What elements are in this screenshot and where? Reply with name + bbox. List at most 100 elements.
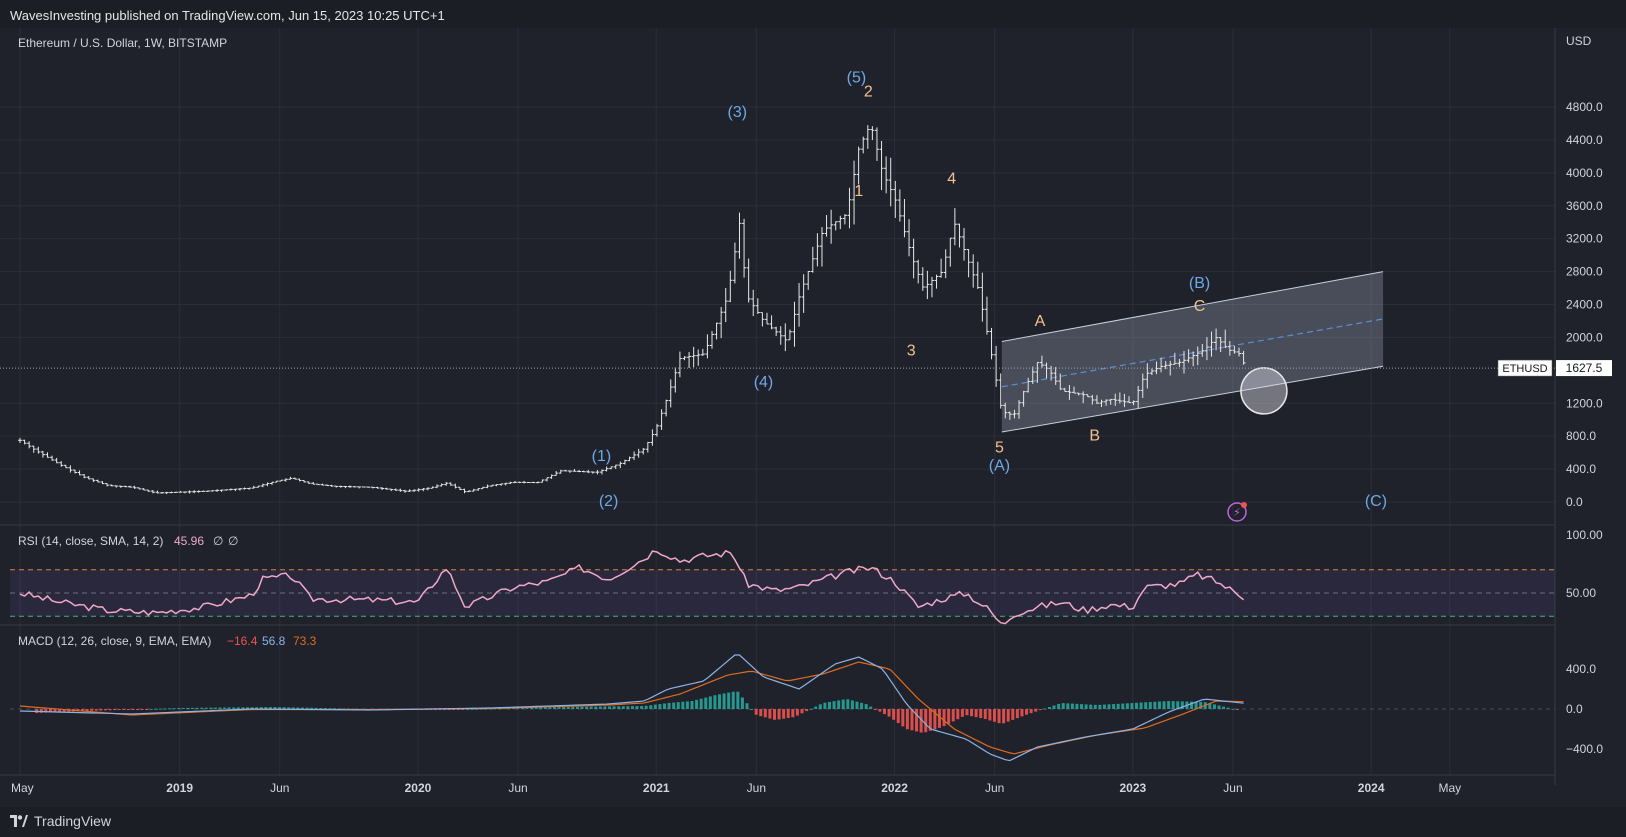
macd-histogram-bar (1208, 703, 1212, 709)
time-tick-label: May (11, 781, 34, 795)
macd-histogram-bar (740, 697, 744, 709)
rsi-line (19, 549, 1245, 625)
price-tick-label: 800.0 (1566, 429, 1596, 443)
macd-histogram-bar (447, 709, 451, 710)
macd-histogram-bar (681, 701, 685, 709)
target-circle (1240, 367, 1288, 415)
macd-histogram-bar (864, 704, 868, 709)
last-price-label: 1627.5 (1566, 361, 1603, 375)
macd-histogram-bar (772, 709, 776, 720)
chart-area[interactable]: USD 4800.04400.04000.03600.03200.02800.0… (0, 28, 1626, 807)
macd-histogram-bar (947, 709, 951, 724)
macd-histogram-bar (997, 709, 1001, 724)
time-tick-label: 2020 (405, 781, 432, 795)
macd-histogram-bar (94, 709, 98, 711)
macd-histogram-bar (937, 709, 941, 728)
macd-histogram-bar (223, 707, 227, 709)
macd-histogram-bar (328, 708, 332, 710)
macd-histogram-bar (300, 707, 304, 709)
macd-histogram-bar (1231, 708, 1235, 710)
macd-histogram-bar (685, 701, 689, 709)
macd-histogram-bar (933, 709, 937, 730)
macd-signal-value: 73.3 (293, 634, 317, 648)
macd-histogram-bar (827, 701, 831, 709)
macd-histogram-bar (1061, 703, 1065, 709)
macd-histogram-bar (319, 707, 323, 709)
macd-histogram-bar (585, 706, 589, 709)
macd-histogram-bar (1098, 704, 1102, 709)
macd-histogram-bar (1084, 704, 1088, 709)
macd-histogram-bar (557, 707, 561, 709)
macd-histogram-bar (39, 709, 43, 713)
macd-histogram-bar (1121, 703, 1125, 709)
time-tick-label: Jun (1223, 781, 1242, 795)
wave-label: (A) (989, 458, 1010, 475)
macd-histogram-bar (85, 709, 89, 711)
price-tick-label: 0.0 (1566, 495, 1583, 509)
macd-histogram-bar (594, 706, 598, 709)
macd-histogram-bar (168, 708, 172, 710)
price-tick-label: 2000.0 (1566, 330, 1603, 344)
macd-histogram-bar (566, 706, 570, 709)
macd-histogram-bar (1011, 709, 1015, 720)
macd-histogram-bar (759, 709, 763, 717)
macd-histogram-bar (869, 706, 873, 709)
time-tick-label: 2024 (1358, 781, 1385, 795)
time-tick-label: Jun (985, 781, 1004, 795)
macd-histogram-bar (1116, 703, 1120, 709)
macd-histogram-bar (190, 707, 194, 709)
macd-histogram-bar (1038, 709, 1042, 711)
price-tick-label: 4400.0 (1566, 133, 1603, 147)
macd-histogram-bar (1222, 706, 1226, 709)
price-tick-label: 2400.0 (1566, 298, 1603, 312)
wave-label: (1) (592, 448, 612, 465)
macd-histogram-bar (750, 709, 754, 710)
time-tick-label: 2023 (1120, 781, 1147, 795)
last-price-line: ETHUSD 1627.5 (0, 359, 1612, 377)
macd-histogram-bar (713, 695, 717, 709)
wave-label: 4 (947, 171, 956, 188)
macd-histogram-bar (1002, 709, 1006, 724)
macd-histogram-bar (475, 708, 479, 710)
price-candles (18, 125, 1246, 495)
macd-histogram-bar (571, 706, 575, 709)
chart-title: Ethereum / U.S. Dollar, 1W, BITSTAMP (18, 36, 227, 50)
macd-histogram-bar (924, 709, 928, 733)
macd-histogram-bar (53, 709, 57, 713)
alert-icon-glyph[interactable]: ⚡ (1233, 507, 1241, 519)
macd-histogram-bar (823, 702, 827, 709)
macd-histogram-bar (630, 706, 634, 709)
alert-icon-ring[interactable] (1227, 502, 1247, 522)
macd-histogram-bar (1043, 708, 1047, 710)
macd-tick-label: 0.0 (1566, 702, 1583, 716)
macd-histogram-bar (181, 707, 185, 709)
channel-mid-line (1001, 318, 1384, 388)
time-tick-label: 2021 (643, 781, 670, 795)
macd-histogram-bar (241, 707, 245, 709)
wave-label: 1 (854, 183, 863, 200)
regression-channel[interactable] (1001, 271, 1384, 433)
macd-histogram-bar (1190, 701, 1194, 709)
macd-histogram-bar (186, 707, 190, 709)
wave-labels: (1) (2) (3) (4) (5)2 1 4 3 5(A) A B (B) C (C) (592, 69, 1387, 510)
macd-histogram-bar (809, 708, 813, 710)
macd-histogram-bar (90, 709, 94, 711)
tradingview-logo[interactable]: TradingView (10, 813, 111, 829)
macd-histogram-bar (516, 707, 520, 709)
channel-lower-line (1001, 365, 1384, 433)
macd-histogram-bar (1139, 702, 1143, 709)
macd-histogram-bar (942, 709, 946, 727)
macd-histogram-bar (1153, 701, 1157, 709)
macd-histogram-bar (979, 709, 983, 719)
macd-histogram-bar (1102, 704, 1106, 709)
macd-histogram-bar (195, 707, 199, 709)
price-tick-label: 3200.0 (1566, 232, 1603, 246)
macd-histogram-bar (640, 706, 644, 709)
macd-histogram-bar (708, 696, 712, 709)
macd-histogram-bar (1006, 709, 1010, 722)
macd-histogram-bar (791, 709, 795, 718)
wave-label: 2 (864, 83, 873, 100)
alert-icon[interactable]: ⚡ (1227, 502, 1247, 522)
macd-histogram-bar (722, 693, 726, 709)
macd-histogram-bar (644, 705, 648, 709)
